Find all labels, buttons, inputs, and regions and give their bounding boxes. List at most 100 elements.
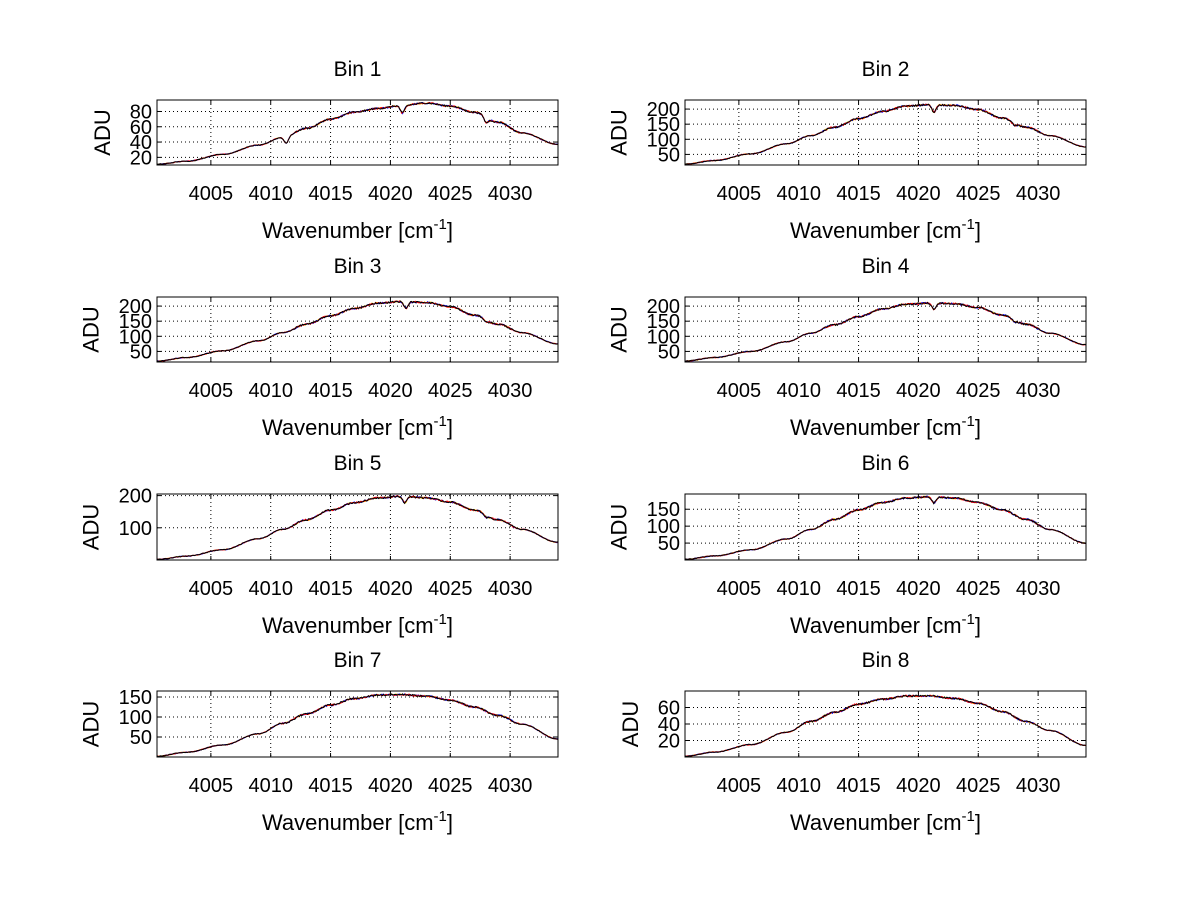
y-tick-label: 50: [130, 727, 152, 749]
x-tick-label: 4020: [896, 578, 941, 600]
x-tick-label: 4010: [248, 183, 293, 205]
x-tick-label: 4005: [189, 183, 234, 205]
x-tick-label: 4005: [717, 578, 762, 600]
series-line-4: [156, 693, 559, 758]
y-axis-label: ADU: [618, 701, 643, 747]
x-tick-label: 4020: [368, 380, 413, 402]
x-tick-label: 4015: [308, 578, 353, 600]
axes-box: [684, 493, 1087, 561]
y-tick-label: 150: [119, 311, 152, 333]
x-tick-label: 4025: [428, 183, 473, 205]
x-axis-label-end: ]: [447, 810, 453, 835]
x-tick-label: 4005: [717, 183, 762, 205]
x-axis-label: Wavenumber [cm-1]: [790, 611, 981, 638]
x-axis-label-text: Wavenumber [cm: [790, 613, 962, 638]
x-axis-label: Wavenumber [cm-1]: [262, 216, 453, 243]
x-tick-label: 4010: [776, 380, 821, 402]
x-tick-label: 4030: [1016, 183, 1061, 205]
y-tick-label: 100: [119, 326, 152, 348]
x-axis-label-text: Wavenumber [cm: [790, 415, 962, 440]
y-tick-label: 150: [647, 311, 680, 333]
x-tick-label: 4010: [248, 578, 293, 600]
x-tick-label: 4030: [488, 578, 533, 600]
y-axis-label: ADU: [90, 109, 115, 155]
x-tick-label: 4025: [428, 775, 473, 797]
y-tick-label: 50: [658, 341, 680, 363]
x-tick-label: 4005: [189, 578, 234, 600]
subplot-5: 4005 4010 4015 4020 4025 4030 100 200 Bin 5 Waven…: [79, 452, 559, 638]
axes-box: [156, 296, 559, 363]
x-tick-label: 4020: [368, 775, 413, 797]
x-tick-label: 4015: [308, 775, 353, 797]
x-tick-label: 4015: [308, 380, 353, 402]
axes-box: [156, 493, 559, 561]
y-tick-label: 50: [658, 533, 680, 555]
y-tick-label: 40: [130, 132, 152, 154]
x-axis-label: Wavenumber [cm-1]: [262, 413, 453, 440]
y-tick-label: 100: [119, 518, 152, 540]
x-tick-label: 4025: [956, 775, 1001, 797]
axes-background: [685, 100, 1086, 165]
y-tick-label: 150: [119, 687, 152, 709]
x-tick-label: 4020: [896, 380, 941, 402]
y-tick-label: 100: [647, 129, 680, 151]
y-tick-label: 80: [130, 101, 152, 123]
axes-box: [684, 99, 1087, 166]
y-tick-label: 150: [647, 499, 680, 521]
x-tick-label: 4020: [368, 578, 413, 600]
y-tick-label: 200: [647, 99, 680, 121]
x-axis-label-end: ]: [975, 218, 981, 243]
y-axis-label: ADU: [607, 306, 632, 352]
y-axis-label: ADU: [79, 701, 104, 747]
y-tick-label: 60: [658, 698, 680, 720]
y-tick-label: 20: [130, 147, 152, 169]
x-tick-label: 4020: [368, 183, 413, 205]
y-tick-label: 100: [647, 516, 680, 538]
y-tick-label: 200: [647, 296, 680, 318]
x-axis-label: Wavenumber [cm-1]: [262, 808, 453, 835]
x-tick-label: 4030: [488, 775, 533, 797]
y-axis-label: ADU: [79, 504, 104, 550]
x-tick-label: 4015: [836, 775, 881, 797]
x-axis-label-exponent: -1: [434, 808, 447, 825]
series-line-4: [684, 694, 1087, 757]
x-axis-label-end: ]: [975, 810, 981, 835]
y-axis-label: ADU: [607, 504, 632, 550]
y-axis-label: ADU: [79, 306, 104, 352]
x-tick-label: 4020: [896, 775, 941, 797]
x-tick-label: 4030: [1016, 775, 1061, 797]
x-axis-label-text: Wavenumber [cm: [790, 810, 962, 835]
x-tick-label: 4030: [488, 183, 533, 205]
x-axis-label-exponent: -1: [962, 216, 975, 233]
x-axis-label-text: Wavenumber [cm: [790, 218, 962, 243]
x-tick-label: 4030: [1016, 578, 1061, 600]
x-tick-label: 4010: [776, 578, 821, 600]
x-tick-label: 4015: [836, 578, 881, 600]
subplot-title: Bin 5: [334, 452, 382, 475]
y-tick-label: 200: [119, 486, 152, 508]
x-tick-label: 4030: [1016, 380, 1061, 402]
x-axis-label-end: ]: [447, 415, 453, 440]
x-tick-label: 4025: [956, 183, 1001, 205]
x-axis-label-end: ]: [447, 613, 453, 638]
x-axis-label-text: Wavenumber [cm: [262, 218, 434, 243]
axes-box: [156, 690, 559, 758]
y-tick-label: 150: [647, 114, 680, 136]
x-tick-label: 4005: [717, 380, 762, 402]
series-line-4: [684, 301, 1087, 362]
x-axis-label-exponent: -1: [434, 413, 447, 430]
x-tick-label: 4005: [717, 775, 762, 797]
series-line-4: [156, 102, 559, 165]
x-tick-label: 4010: [248, 775, 293, 797]
y-tick-label: 20: [658, 731, 680, 753]
x-tick-label: 4020: [896, 183, 941, 205]
series-line-4: [156, 495, 559, 561]
x-tick-label: 4010: [776, 183, 821, 205]
x-tick-label: 4015: [836, 380, 881, 402]
x-tick-label: 4025: [428, 578, 473, 600]
y-axis-label: ADU: [607, 109, 632, 155]
